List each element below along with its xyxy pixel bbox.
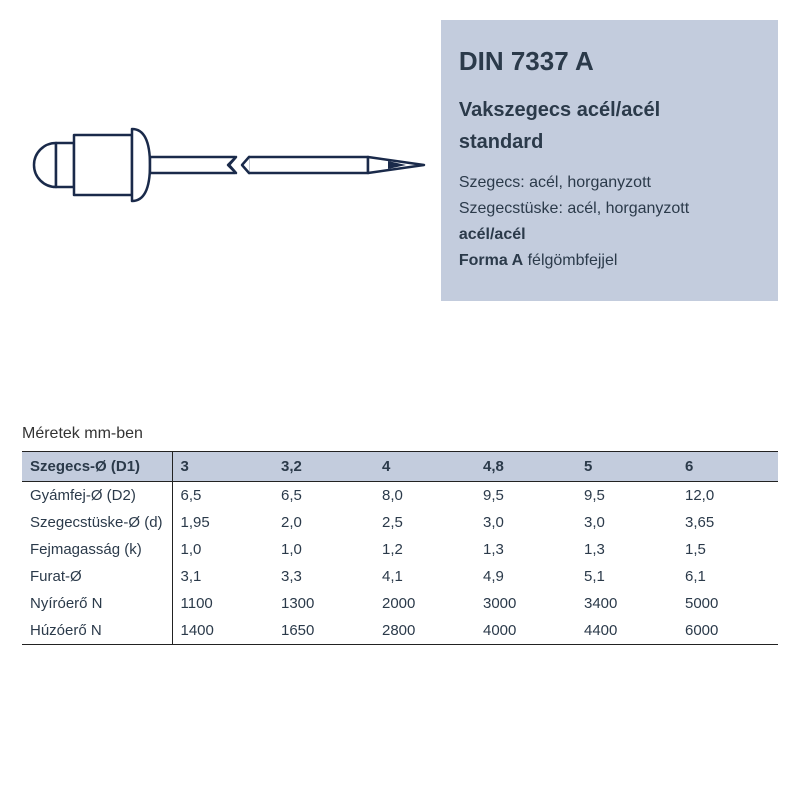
cell: 1,95 <box>172 509 273 536</box>
table-row: Fejmagasság (k) 1,0 1,0 1,2 1,3 1,3 1,5 <box>22 536 778 563</box>
cell: 8,0 <box>374 482 475 510</box>
cell: 9,5 <box>475 482 576 510</box>
row-label: Gyámfej-Ø (D2) <box>22 482 172 510</box>
cell: 6000 <box>677 617 778 645</box>
cell: 3,0 <box>475 509 576 536</box>
rivet-drawing <box>22 20 441 310</box>
cell: 4,9 <box>475 563 576 590</box>
row-label: Húzóerő N <box>22 617 172 645</box>
cell: 3,1 <box>172 563 273 590</box>
cell: 1,5 <box>677 536 778 563</box>
table-caption: Méretek mm-ben <box>22 425 778 443</box>
table-body: Gyámfej-Ø (D2) 6,5 6,5 8,0 9,5 9,5 12,0 … <box>22 482 778 645</box>
cell: 5,1 <box>576 563 677 590</box>
cell: 3,65 <box>677 509 778 536</box>
table-row: Szegecstüske-Ø (d) 1,95 2,0 2,5 3,0 3,0 … <box>22 509 778 536</box>
cell: 6,5 <box>273 482 374 510</box>
cell: 1100 <box>172 590 273 617</box>
spec-table: Szegecs-Ø (D1) 3 3,2 4 4,8 5 6 Gyámfej-Ø… <box>22 451 778 645</box>
info-line-3: acél/acél <box>459 223 760 247</box>
info-subtitle-1: Vakszegecs acél/acél <box>459 95 760 125</box>
info-line-4-rest: félgömbfejjel <box>523 252 617 269</box>
cell: 1,2 <box>374 536 475 563</box>
top-row: DIN 7337 A Vakszegecs acél/acél standard… <box>22 20 778 310</box>
cell: 2800 <box>374 617 475 645</box>
row-label: Fejmagasság (k) <box>22 536 172 563</box>
header-label: Szegecs-Ø (D1) <box>22 452 172 482</box>
cell: 1650 <box>273 617 374 645</box>
cell: 12,0 <box>677 482 778 510</box>
info-line-4: Forma A félgömbfejjel <box>459 249 760 273</box>
cell: 1300 <box>273 590 374 617</box>
cell: 3000 <box>475 590 576 617</box>
row-label: Szegecstüske-Ø (d) <box>22 509 172 536</box>
cell: 1,0 <box>273 536 374 563</box>
rivet-svg <box>26 105 436 225</box>
info-line-2: Szegecstüske: acél, horganyzott <box>459 197 760 221</box>
cell: 4000 <box>475 617 576 645</box>
cell: 6,5 <box>172 482 273 510</box>
cell: 2,5 <box>374 509 475 536</box>
cell: 4400 <box>576 617 677 645</box>
cell: 9,5 <box>576 482 677 510</box>
col-header: 6 <box>677 452 778 482</box>
cell: 3,3 <box>273 563 374 590</box>
row-label: Furat-Ø <box>22 563 172 590</box>
row-label: Nyíróerő N <box>22 590 172 617</box>
cell: 4,1 <box>374 563 475 590</box>
cell: 2000 <box>374 590 475 617</box>
cell: 1,0 <box>172 536 273 563</box>
page-root: DIN 7337 A Vakszegecs acél/acél standard… <box>0 0 800 800</box>
cell: 6,1 <box>677 563 778 590</box>
spec-table-section: Méretek mm-ben Szegecs-Ø (D1) 3 3,2 4 4,… <box>22 425 778 645</box>
table-row: Furat-Ø 3,1 3,3 4,1 4,9 5,1 6,1 <box>22 563 778 590</box>
cell: 2,0 <box>273 509 374 536</box>
col-header: 5 <box>576 452 677 482</box>
cell: 1,3 <box>576 536 677 563</box>
info-line-1: Szegecs: acél, horganyzott <box>459 171 760 195</box>
cell: 1400 <box>172 617 273 645</box>
cell: 3,0 <box>576 509 677 536</box>
col-header: 3 <box>172 452 273 482</box>
table-row: Nyíróerő N 1100 1300 2000 3000 3400 5000 <box>22 590 778 617</box>
info-title: DIN 7337 A <box>459 42 760 81</box>
col-header: 4 <box>374 452 475 482</box>
info-subtitle-2: standard <box>459 127 760 157</box>
info-panel: DIN 7337 A Vakszegecs acél/acél standard… <box>441 20 778 301</box>
table-row: Húzóerő N 1400 1650 2800 4000 4400 6000 <box>22 617 778 645</box>
cell: 3400 <box>576 590 677 617</box>
cell: 5000 <box>677 590 778 617</box>
col-header: 4,8 <box>475 452 576 482</box>
table-header-row: Szegecs-Ø (D1) 3 3,2 4 4,8 5 6 <box>22 452 778 482</box>
col-header: 3,2 <box>273 452 374 482</box>
table-row: Gyámfej-Ø (D2) 6,5 6,5 8,0 9,5 9,5 12,0 <box>22 482 778 510</box>
cell: 1,3 <box>475 536 576 563</box>
info-line-4-bold: Forma A <box>459 252 523 269</box>
